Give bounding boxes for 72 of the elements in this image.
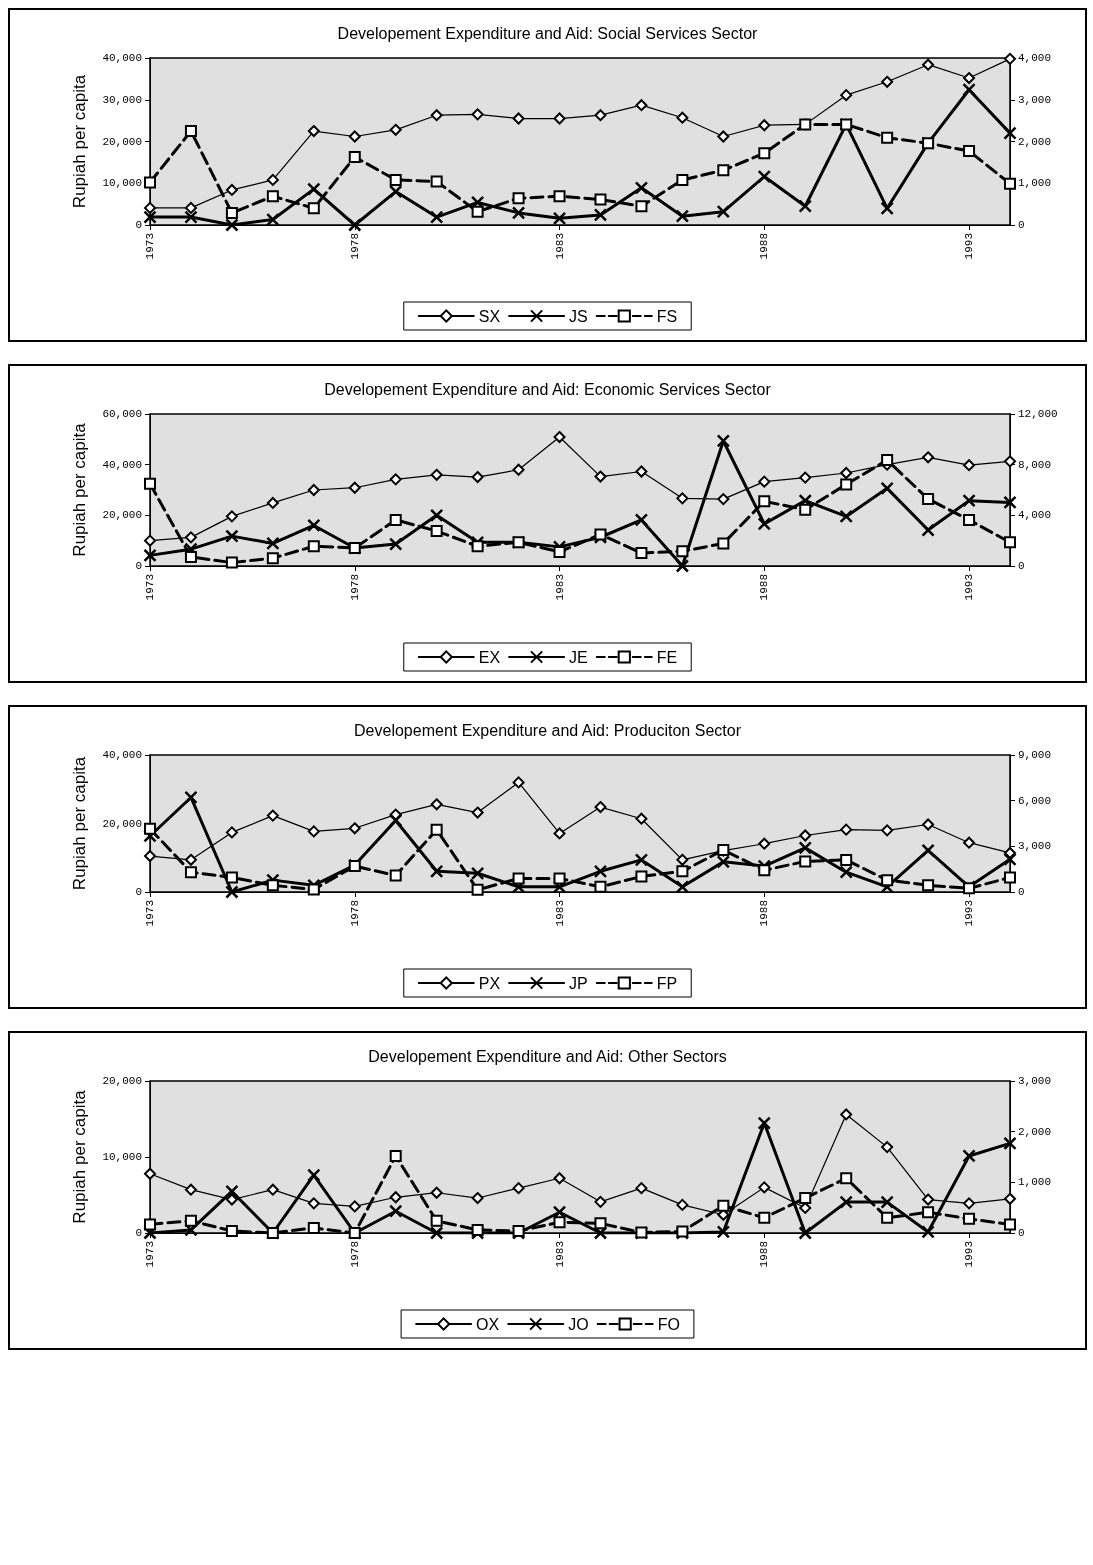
y-tick-label: 10,000 (102, 177, 142, 190)
y2-tick-label: 0 (1018, 886, 1025, 898)
y-tick-label: 60,000 (102, 408, 142, 420)
y2-tick-label: 4,000 (1018, 52, 1052, 64)
x-tick-label: 1973 (144, 900, 156, 927)
y2-tick-label: 3,000 (1018, 840, 1052, 853)
legend-label: PX (478, 974, 501, 992)
y2-tick-label: 1,000 (1018, 1176, 1052, 1189)
y2-tick-label: 6,000 (1018, 794, 1052, 807)
legend-label: FE (656, 648, 678, 666)
y2-tick-label: 0 (1018, 1227, 1025, 1239)
y2-tick-label: 3,000 (1018, 1075, 1052, 1087)
y-tick-label: 20,000 (102, 817, 142, 830)
y2-tick-label: 9,000 (1018, 749, 1052, 761)
y2-tick-label: 1,000 (1018, 177, 1052, 190)
y2-tick-label: 8,000 (1018, 458, 1052, 471)
x-tick-label: 1983 (553, 900, 566, 927)
legend-label: FS (656, 307, 678, 325)
legend-label: FO (657, 1315, 680, 1333)
y2-tick-label: 0 (1018, 560, 1025, 572)
y-tick-label: 30,000 (102, 93, 142, 106)
y-tick-label: 0 (135, 886, 142, 898)
x-tick-label: 1983 (553, 233, 566, 260)
x-tick-label: 1973 (144, 233, 156, 260)
legend-label: OX (476, 1315, 500, 1333)
x-tick-label: 1993 (963, 574, 976, 601)
legend-label: JO (568, 1315, 589, 1333)
y2-tick-label: 4,000 (1018, 509, 1052, 522)
y2-tick-label: 0 (1018, 219, 1025, 231)
y-tick-label: 0 (135, 1227, 142, 1239)
x-tick-label: 1983 (553, 1241, 566, 1268)
x-tick-label: 1978 (348, 233, 361, 260)
chart-title: Developement Expenditure and Aid: Social Services Sector (337, 24, 759, 42)
y-tick-label: 10,000 (102, 1151, 142, 1163)
y-tick-label: 20,000 (102, 135, 142, 148)
y-tick-label: 40,000 (102, 52, 142, 64)
x-tick-label: 1978 (348, 574, 361, 601)
y-axis-title: Rupiah per capita (70, 422, 89, 557)
legend-label: JP (569, 974, 588, 992)
legend-label: FP (656, 974, 678, 992)
legend-label: JS (569, 307, 588, 325)
chart-title: Developement Expenditure and Aid: Produciton Sector (354, 721, 742, 739)
x-tick-label: 1988 (758, 233, 771, 260)
y-axis-title: Rupiah per capita (70, 1089, 89, 1224)
x-tick-label: 1988 (758, 574, 771, 601)
x-tick-label: 1978 (348, 1241, 361, 1268)
legend-label: JE (569, 648, 588, 666)
y2-tick-label: 2,000 (1018, 135, 1052, 148)
y-axis-title: Rupiah per capita (70, 756, 89, 891)
x-tick-label: 1988 (758, 900, 771, 927)
y-tick-label: 40,000 (102, 458, 142, 471)
y2-tick-label: 3,000 (1018, 93, 1052, 106)
chart-title: Developement Expenditure and Aid: Economic Services Sector (324, 380, 772, 398)
x-tick-label: 1983 (553, 574, 566, 601)
x-tick-label: 1993 (963, 233, 976, 260)
x-tick-label: 1973 (144, 1241, 156, 1268)
y-axis-title: Rupiah per capita (70, 74, 89, 209)
y-tick-label: 20,000 (102, 509, 142, 522)
y2-tick-label: 2,000 (1018, 1125, 1052, 1138)
y-tick-label: 0 (135, 560, 142, 572)
x-tick-label: 1988 (758, 1241, 771, 1268)
legend-label: EX (478, 648, 501, 666)
x-tick-label: 1973 (144, 574, 156, 601)
x-tick-label: 1978 (348, 900, 361, 927)
y-tick-label: 20,000 (102, 1075, 142, 1087)
x-tick-label: 1993 (963, 1241, 976, 1268)
x-tick-label: 1993 (963, 900, 976, 927)
legend-label: SX (478, 307, 501, 325)
chart-title: Developement Expenditure and Aid: Other Sectors (368, 1047, 727, 1065)
y2-tick-label: 12,000 (1018, 408, 1058, 420)
y-tick-label: 0 (135, 219, 142, 231)
y-tick-label: 40,000 (102, 749, 142, 761)
